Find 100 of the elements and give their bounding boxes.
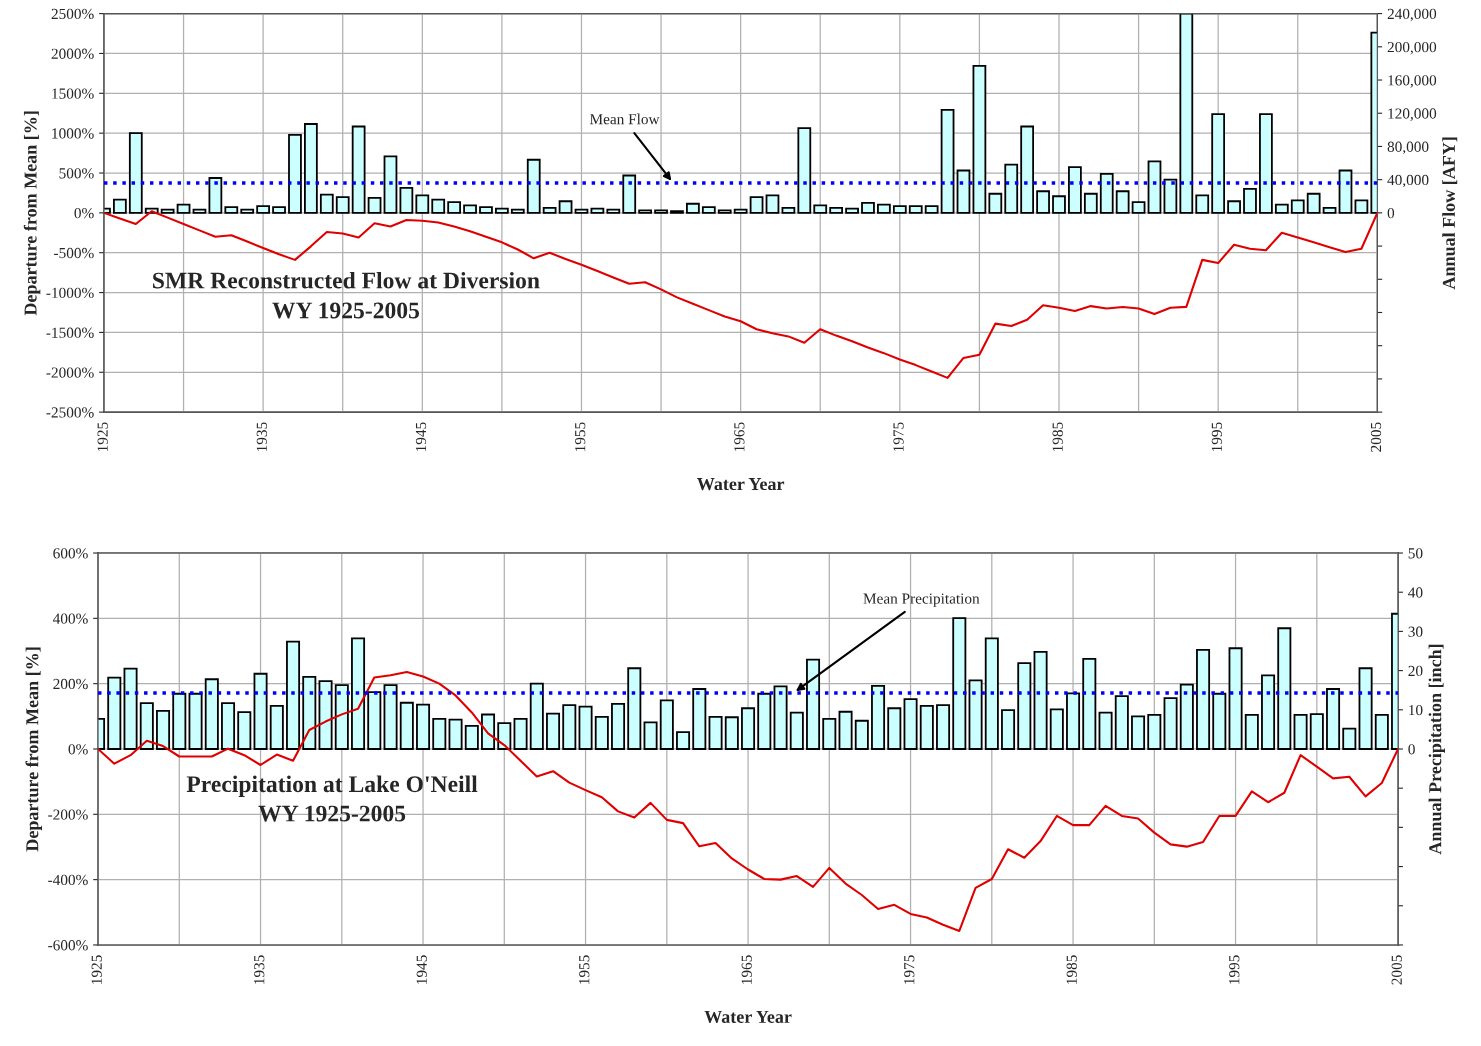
bar xyxy=(1322,206,1337,214)
ref-line-label: Mean Precipitation xyxy=(863,593,980,607)
bar xyxy=(1358,667,1373,750)
bar xyxy=(877,203,891,214)
y-tick-label: -1000% xyxy=(46,287,94,299)
bar xyxy=(272,206,286,214)
bar xyxy=(1196,648,1211,750)
x-tick-label: 1995 xyxy=(1229,955,1240,984)
x-tick-label: 1995 xyxy=(1211,422,1222,452)
bar xyxy=(892,205,907,214)
bar xyxy=(741,707,756,750)
bar xyxy=(1259,113,1273,214)
bar xyxy=(351,125,366,214)
bar xyxy=(622,174,637,214)
bar xyxy=(1001,709,1016,750)
x-tick-label: 1955 xyxy=(575,422,586,452)
bar xyxy=(1326,688,1341,750)
bar xyxy=(813,204,828,214)
bar xyxy=(495,207,509,214)
bar xyxy=(156,710,171,750)
bar xyxy=(765,194,780,214)
bar xyxy=(627,667,642,750)
line-series xyxy=(103,210,1378,379)
bar xyxy=(903,698,918,750)
bar xyxy=(1082,657,1097,750)
bar xyxy=(686,202,700,214)
bar xyxy=(643,721,658,750)
y2-tick-label: 40 xyxy=(1408,587,1423,598)
bar xyxy=(431,198,446,214)
y-tick-label: -2000% xyxy=(46,367,94,378)
bar xyxy=(574,208,589,214)
bar xyxy=(221,702,236,750)
y-tick-label: 500% xyxy=(59,168,94,179)
bar xyxy=(781,206,796,214)
y-tick-label: 0% xyxy=(74,208,94,219)
bar xyxy=(1261,674,1276,750)
bar xyxy=(861,201,875,214)
y2-axis-title: Annual Precipitation [inch] xyxy=(1428,644,1445,855)
y2-tick-label: 120,000 xyxy=(1388,108,1437,121)
bar xyxy=(854,719,869,750)
y2-tick-label: 160,000 xyxy=(1388,75,1437,88)
bar xyxy=(1114,695,1129,750)
bar xyxy=(481,713,496,750)
bar xyxy=(269,704,284,750)
bar xyxy=(318,680,333,750)
x-tick-label: 1935 xyxy=(256,422,267,452)
bar xyxy=(887,707,902,750)
bar xyxy=(204,678,219,750)
y-tick-label: 1500% xyxy=(52,88,94,99)
x-tick-label: 1965 xyxy=(741,955,752,984)
bar xyxy=(367,197,382,214)
bar xyxy=(334,684,349,750)
bar xyxy=(302,675,317,750)
bar xyxy=(952,617,967,750)
bar xyxy=(1374,713,1389,750)
bar xyxy=(724,716,739,750)
y-tick-label: -200% xyxy=(48,809,88,820)
bar xyxy=(654,209,668,214)
bar xyxy=(224,206,239,214)
y-axis-title: Departure from Mean [%] xyxy=(25,647,43,852)
y-tick-label: 2500% xyxy=(51,8,94,20)
x-tick-label: 1945 xyxy=(415,422,427,452)
bar xyxy=(1147,713,1162,750)
bar xyxy=(1036,190,1050,214)
y-axis-title: Departure from Mean [%] xyxy=(23,111,41,316)
bar xyxy=(1342,727,1357,750)
x-tick-label: 1975 xyxy=(904,955,915,984)
bar xyxy=(611,703,626,750)
y2-tick-label: 0 xyxy=(1408,744,1415,755)
y2-tick-label: 80,000 xyxy=(1387,141,1429,155)
bar xyxy=(128,132,143,214)
bar xyxy=(1354,199,1369,214)
bar xyxy=(692,688,707,750)
bar xyxy=(871,684,886,750)
bar xyxy=(988,192,1003,214)
bar xyxy=(578,705,593,750)
bar xyxy=(351,637,366,750)
bar xyxy=(590,207,605,214)
x-tick-label: 2005 xyxy=(1370,422,1382,452)
bar xyxy=(562,704,577,750)
bar xyxy=(529,682,544,750)
y-tick-label: 400% xyxy=(52,613,88,624)
bar xyxy=(123,667,138,750)
bar xyxy=(924,205,939,214)
y2-tick-label: 50 xyxy=(1408,548,1423,559)
bar xyxy=(319,193,334,214)
bar xyxy=(1179,683,1194,750)
x-tick-label: 1925 xyxy=(97,422,108,452)
bar xyxy=(1083,192,1098,214)
x-tick-label: 1965 xyxy=(734,422,745,452)
y-tick-label: -600% xyxy=(48,940,88,951)
y2-axis-title: Annual Flow [AFY] xyxy=(1442,137,1458,290)
y2-tick-label: 200,000 xyxy=(1387,41,1437,55)
bar xyxy=(172,692,187,750)
bar xyxy=(558,200,573,214)
line-series xyxy=(98,670,1399,932)
bar xyxy=(1049,708,1064,750)
bar xyxy=(542,206,557,214)
bar xyxy=(1131,201,1146,214)
x-tick-label: 2005 xyxy=(1391,955,1402,985)
